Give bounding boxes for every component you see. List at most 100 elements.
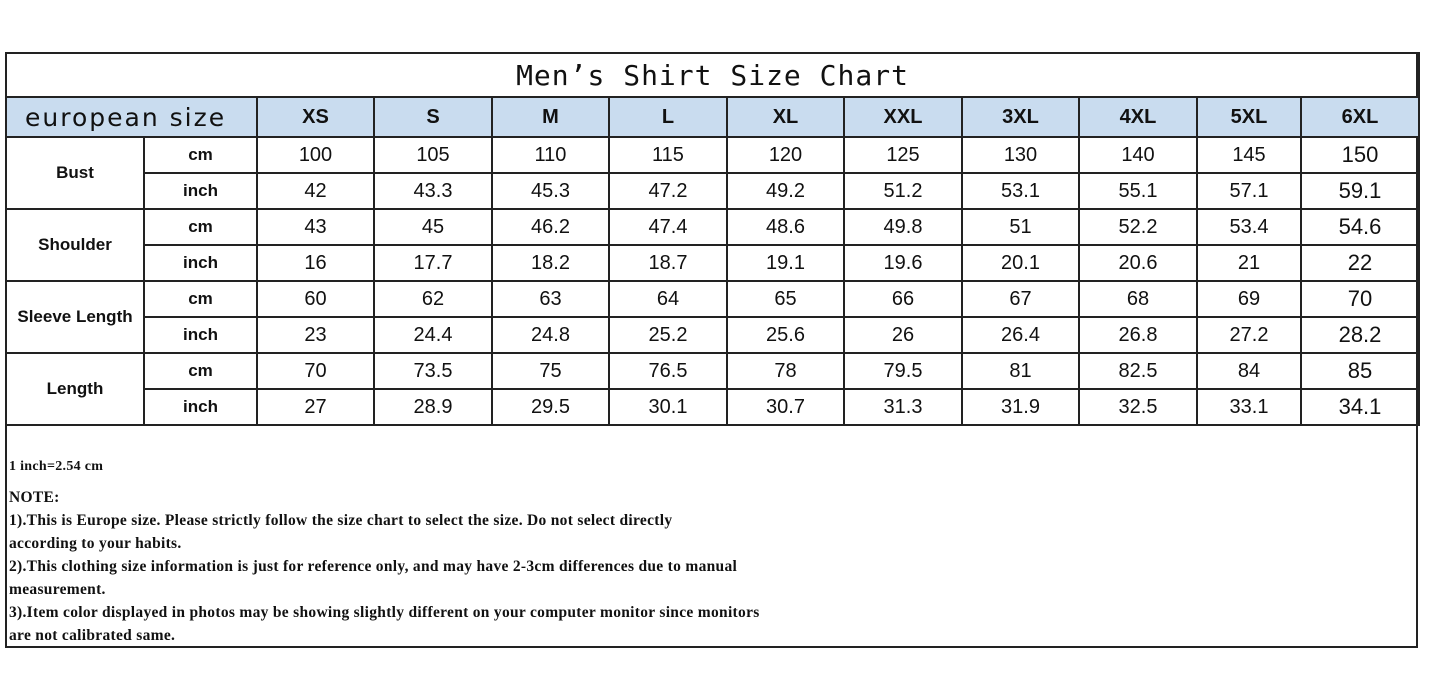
- unit-label: inch: [143, 172, 258, 210]
- unit-label: cm: [143, 208, 258, 246]
- value-cell: 47.2: [608, 172, 728, 210]
- value-cell: 19.1: [726, 244, 845, 282]
- value-cell: 145: [1196, 136, 1302, 174]
- note-line: 2).This clothing size information is jus…: [9, 558, 738, 575]
- table-row: Sleeve Length cm 60 62 63 64 65 66 67 68 69 70: [5, 280, 1420, 354]
- value-cell: 67: [961, 280, 1080, 318]
- value-cell: 26.8: [1078, 316, 1198, 354]
- measurement-label: Sleeve Length: [5, 280, 145, 354]
- value-cell: 16: [256, 244, 375, 282]
- value-cell: 81: [961, 352, 1080, 390]
- size-header-XL: XL: [726, 96, 845, 138]
- value-cell: 26.4: [961, 316, 1080, 354]
- table-row: inch 42 43.3 45.3 47.2 49.2 51.2 53.1 55.1 57.1 59…: [6, 172, 1420, 210]
- value-cell: 62: [373, 280, 493, 318]
- value-cell: 21: [1196, 244, 1302, 282]
- note-line: are not calibrated same.: [9, 627, 176, 644]
- table-row: inch 16 17.7 18.2 18.7 19.1 19.6 20.1 20.6 21 22: [6, 244, 1420, 282]
- note-heading: NOTE:: [9, 489, 60, 506]
- unit-label: inch: [143, 316, 258, 354]
- value-cell: 85: [1300, 352, 1420, 390]
- value-cell: 105: [373, 136, 493, 174]
- value-cell: 47.4: [608, 208, 728, 246]
- size-header-4XL: 4XL: [1078, 96, 1198, 138]
- table-row: inch 27 28.9 29.5 30.1 30.7 31.3 31.9 32.5 33.1 34…: [6, 388, 1420, 426]
- value-cell: 33.1: [1196, 388, 1302, 426]
- table-row: inch 23 24.4 24.8 25.2 25.6 26 26.4 26.8 27.2 28.2: [6, 316, 1420, 354]
- value-cell: 115: [608, 136, 728, 174]
- value-cell: 30.7: [726, 388, 845, 426]
- measurement-label: Length: [5, 352, 145, 426]
- value-cell: 23: [256, 316, 375, 354]
- value-cell: 120: [726, 136, 845, 174]
- value-cell: 68: [1078, 280, 1198, 318]
- value-cell: 76.5: [608, 352, 728, 390]
- value-cell: 59.1: [1300, 172, 1420, 210]
- value-cell: 48.6: [726, 208, 845, 246]
- value-cell: 24.4: [373, 316, 493, 354]
- unit-label: inch: [143, 388, 258, 426]
- value-cell: 52.2: [1078, 208, 1198, 246]
- value-cell: 49.8: [843, 208, 963, 246]
- european-size-label: european size: [5, 96, 258, 138]
- size-table: Men’s Shirt Size Chart european size XS S…: [5, 52, 1420, 426]
- value-cell: 45: [373, 208, 493, 246]
- table-row: Shoulder cm 43 45 46.2 47.4 48.6 49.8 51 52.2 53.4…: [5, 208, 1420, 282]
- conversion-note: 1 inch=2.54 cm: [9, 459, 104, 474]
- value-cell: 110: [491, 136, 610, 174]
- value-cell: 125: [843, 136, 963, 174]
- measurement-label: Bust: [5, 136, 145, 210]
- value-cell: 53.1: [961, 172, 1080, 210]
- chart-title: Men’s Shirt Size Chart: [5, 52, 1420, 98]
- value-cell: 22: [1300, 244, 1420, 282]
- value-cell: 130: [961, 136, 1080, 174]
- value-cell: 20.6: [1078, 244, 1198, 282]
- value-cell: 25.2: [608, 316, 728, 354]
- value-cell: 70: [256, 352, 375, 390]
- size-header-M: M: [491, 96, 610, 138]
- size-header-XXL: XXL: [843, 96, 963, 138]
- size-header-L: L: [608, 96, 728, 138]
- value-cell: 24.8: [491, 316, 610, 354]
- value-cell: 69: [1196, 280, 1302, 318]
- value-cell: 27.2: [1196, 316, 1302, 354]
- value-cell: 70: [1300, 280, 1420, 318]
- value-cell: 42: [256, 172, 375, 210]
- note-line: according to your habits.: [9, 535, 182, 552]
- value-cell: 18.2: [491, 244, 610, 282]
- value-cell: 57.1: [1196, 172, 1302, 210]
- value-cell: 64: [608, 280, 728, 318]
- value-cell: 20.1: [961, 244, 1080, 282]
- value-cell: 18.7: [608, 244, 728, 282]
- value-cell: 150: [1300, 136, 1420, 174]
- size-chart: Men’s Shirt Size Chart european size XS S…: [5, 52, 1420, 648]
- value-cell: 65: [726, 280, 845, 318]
- value-cell: 30.1: [608, 388, 728, 426]
- value-cell: 55.1: [1078, 172, 1198, 210]
- note-line: 1).This is Europe size. Please strictly …: [9, 512, 673, 529]
- value-cell: 43: [256, 208, 375, 246]
- value-cell: 19.6: [843, 244, 963, 282]
- value-cell: 78: [726, 352, 845, 390]
- value-cell: 53.4: [1196, 208, 1302, 246]
- notes: 1 inch=2.54 cm NOTE: 1).This is Europe s…: [9, 455, 760, 647]
- value-cell: 84: [1196, 352, 1302, 390]
- value-cell: 46.2: [491, 208, 610, 246]
- value-cell: 29.5: [491, 388, 610, 426]
- unit-label: cm: [143, 352, 258, 390]
- value-cell: 100: [256, 136, 375, 174]
- value-cell: 28.9: [373, 388, 493, 426]
- value-cell: 66: [843, 280, 963, 318]
- value-cell: 31.9: [961, 388, 1080, 426]
- value-cell: 63: [491, 280, 610, 318]
- unit-label: inch: [143, 244, 258, 282]
- value-cell: 26: [843, 316, 963, 354]
- size-header-row: european size XS S M L XL XXL 3XL 4XL 5XL 6XL: [5, 96, 1420, 138]
- unit-label: cm: [143, 280, 258, 318]
- value-cell: 17.7: [373, 244, 493, 282]
- value-cell: 43.3: [373, 172, 493, 210]
- size-header-XS: XS: [256, 96, 375, 138]
- value-cell: 49.2: [726, 172, 845, 210]
- size-header-S: S: [373, 96, 493, 138]
- value-cell: 34.1: [1300, 388, 1420, 426]
